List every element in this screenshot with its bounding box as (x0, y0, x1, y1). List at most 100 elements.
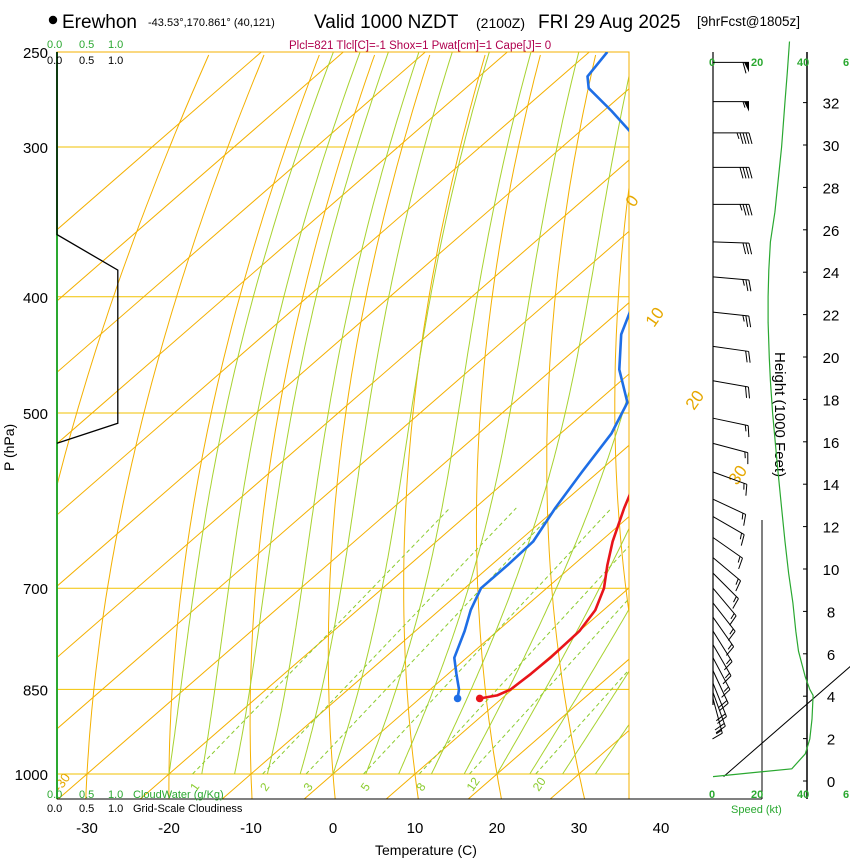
x-tick--20: -20 (158, 820, 180, 837)
height-label-4: 4 (827, 689, 835, 706)
wind-barb-feather (745, 386, 748, 398)
dry-adiabat--30 (85, 54, 265, 799)
wind-barb (712, 670, 729, 712)
wind-barb-feather (747, 386, 750, 399)
isotherm-30 (549, 729, 629, 799)
moist-adiabat-24 (529, 608, 629, 775)
x-tick-20: 20 (489, 820, 506, 837)
wind-barb-half-feather (729, 628, 734, 635)
speed-bottom-20: 20 (751, 789, 763, 801)
upper-isotherm-label-30: 30 (725, 462, 751, 488)
height-label-8: 8 (827, 604, 835, 621)
wind-barb (712, 276, 752, 292)
pressure-label-500: 500 (23, 406, 48, 423)
dry-adiabat-10 (403, 54, 486, 799)
wind-barb-shaft (712, 417, 749, 427)
wind-barb-half-feather (715, 729, 722, 735)
wind-barb-feather (717, 700, 728, 709)
temperature-trace (479, 493, 629, 700)
x-tick-labels: -30 -20 -10 0 10 20 30 40 (76, 820, 669, 837)
wind-barb (712, 442, 749, 465)
wind-barb-feather (715, 725, 726, 734)
height-label-30: 30 (823, 138, 840, 155)
wind-barb-feather (732, 598, 739, 609)
wind-barb-feather (742, 132, 747, 145)
isotherm--50 (57, 159, 629, 659)
valid-date: FRI 29 Aug 2025 (538, 12, 681, 33)
height-label-20: 20 (823, 350, 840, 367)
mixing-ratio-line-12 (469, 597, 629, 775)
wind-barb-feather (729, 615, 737, 626)
wind-barb-half-feather (723, 686, 729, 692)
forecast-hour: [9hrFcst@1805z] (697, 14, 800, 29)
height-label-26: 26 (823, 223, 840, 240)
wind-barbs (712, 61, 753, 740)
wind-barb (712, 587, 737, 626)
moist-adiabat-20 (496, 527, 629, 775)
wind-barb-feather (742, 62, 747, 74)
header: Erewhon -43.53°,170.861° (40,121) Valid … (48, 12, 800, 52)
wind-barb-shaft (712, 276, 749, 281)
upper-isotherm-label-20: 20 (682, 387, 708, 413)
wind-barb (713, 101, 749, 112)
wind-barb-feather (735, 580, 742, 592)
wind-barb (712, 557, 742, 592)
cloudwater-label: CloudWater (g/Kg) (133, 789, 224, 801)
mixing-ratio-line-2 (262, 507, 517, 775)
wind-barb-feather (748, 351, 751, 363)
wind-barb-shaft (712, 442, 748, 454)
wind-barb (713, 61, 749, 74)
cl-bottom-2: 1.0 (108, 803, 123, 815)
cl-bottom-1: 0.5 (79, 803, 94, 815)
wind-barb-half-feather (742, 315, 745, 322)
speed-bottom-0: 0 (709, 789, 715, 801)
cw-top-1: 0.5 (79, 39, 94, 51)
isotherm--90 (57, 52, 426, 373)
height-label-12: 12 (823, 520, 840, 537)
mixing-ratio-labels: 1 2 3 5 8 12 20 (187, 774, 549, 793)
height-label-2: 2 (827, 732, 835, 749)
wind-barb-feather (743, 514, 747, 526)
height-label-14: 14 (823, 477, 840, 494)
location-name: Erewhon (62, 12, 137, 33)
wind-barb-feather (745, 315, 749, 327)
pressure-label-850: 850 (23, 682, 48, 699)
height-label-24: 24 (823, 265, 840, 282)
wind-barb (712, 471, 748, 496)
wind-barb-half-feather (742, 101, 746, 108)
background-lines (57, 52, 850, 799)
pressure-label-1000: 1000 (15, 767, 48, 784)
dry-adiabat--10 (249, 54, 376, 799)
wind-barb-feather (748, 132, 753, 145)
wind-barb-shaft (712, 498, 746, 515)
wind-barb-feather (712, 732, 723, 740)
moist-adiabat-8 (398, 52, 580, 775)
moist-adiabat-32 (594, 723, 629, 775)
wind-barb-feather (745, 167, 750, 179)
speed-axis-label: Speed (kt) (731, 804, 782, 816)
moist-adiabat-4 (365, 52, 532, 775)
temperature-surface-point (475, 694, 484, 703)
wind-barb-shaft (712, 657, 731, 690)
wind-barb-shaft (712, 630, 733, 662)
speed-top-20: 20 (751, 57, 763, 69)
pressure-labels: 250 300 400 500 700 850 1000 (15, 45, 48, 784)
dewpoint-trace (453, 52, 629, 699)
wind-barb-feather (721, 689, 731, 698)
mixing-ratio-label-2: 2 (257, 780, 272, 794)
cw-top-2: 1.0 (108, 39, 123, 51)
height-label-28: 28 (823, 180, 840, 197)
mixing-ratio-line-8 (418, 545, 629, 775)
x-tick--30: -30 (76, 820, 98, 837)
wind-barb-feather (739, 132, 744, 145)
mixing-ratio-line-1 (192, 507, 451, 775)
wind-barb-half-feather (727, 643, 733, 650)
wind-barb-feather (745, 242, 750, 255)
wind-barb-feather (715, 713, 726, 722)
dry-adiabat-70 (807, 55, 850, 799)
wind-barb (712, 683, 727, 724)
wind-barb-shaft (712, 345, 749, 352)
wind-barb-feather (742, 242, 747, 255)
pressure-label-250: 250 (23, 45, 48, 62)
